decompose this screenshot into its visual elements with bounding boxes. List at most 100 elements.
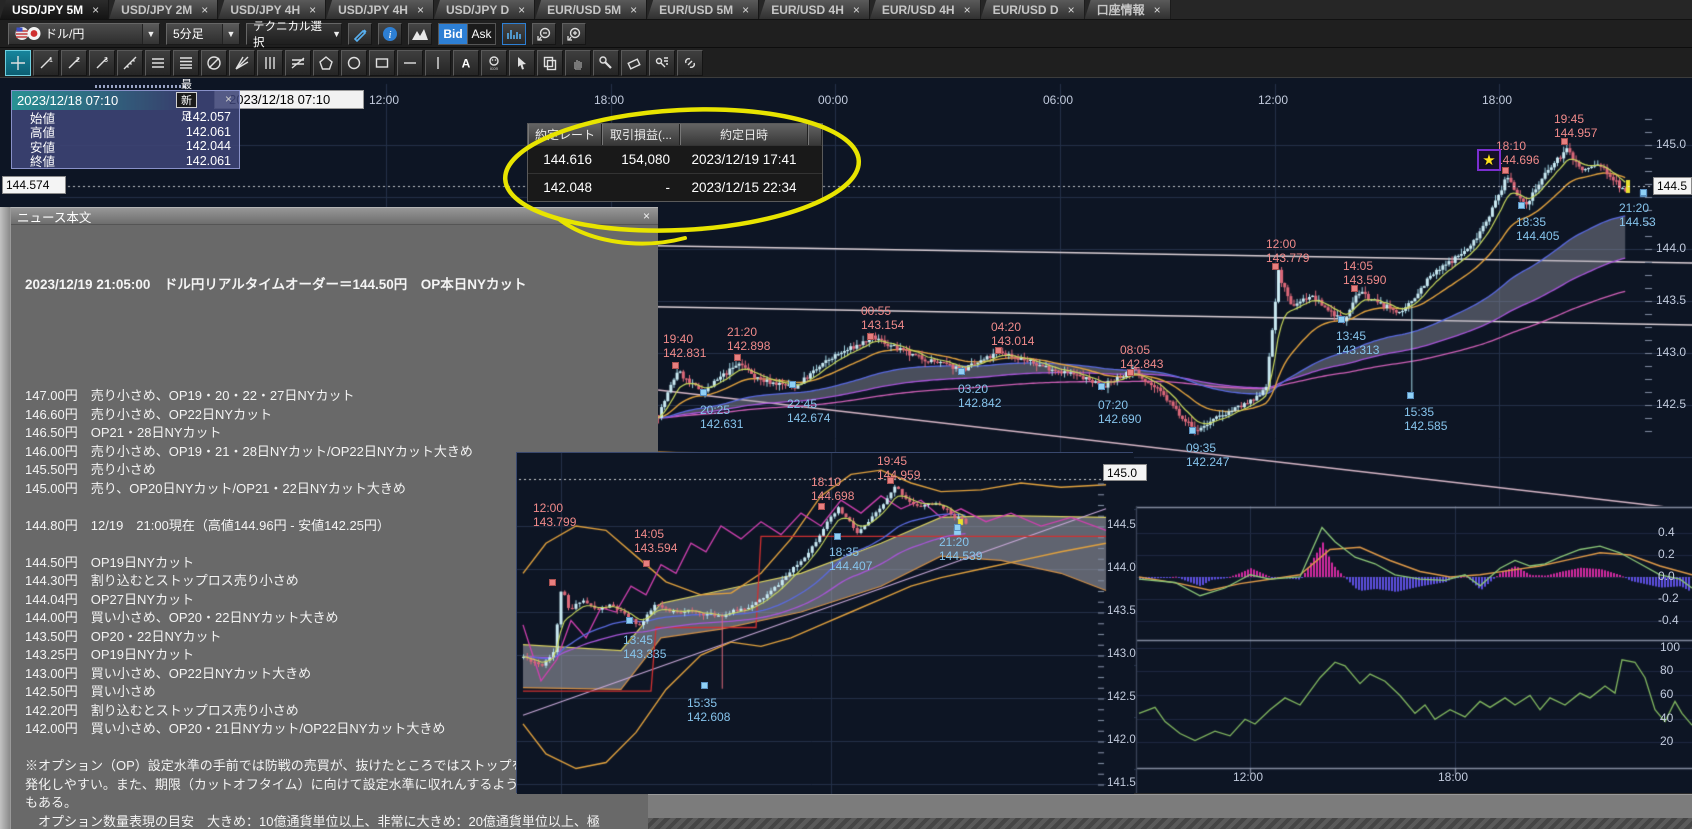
tool-eraser-button[interactable] — [621, 49, 647, 76]
tool-fan-lines-button[interactable] — [229, 49, 255, 76]
tool-wrench-button[interactable] — [593, 49, 619, 76]
tool-text-button[interactable]: A — [453, 49, 479, 76]
table-row[interactable]: 144.616 154,080 2023/12/19 17:41 — [528, 145, 822, 173]
trendline-2-icon: 2 — [66, 55, 82, 71]
marker-square — [1640, 189, 1647, 196]
technical-select-button[interactable]: テクニカル選択 ▼ — [246, 21, 342, 49]
table-header[interactable] — [808, 124, 822, 145]
marker-square — [1561, 138, 1568, 145]
tab-usd-jpy-5m[interactable]: USD/JPY 5M × — [0, 0, 110, 19]
close-icon[interactable]: × — [309, 2, 317, 17]
tool-parallel-lines-button[interactable] — [145, 49, 171, 76]
marker-square — [958, 368, 965, 375]
marker-time: 19:45 — [877, 454, 908, 468]
wrench-icon — [598, 55, 614, 71]
marker-square — [867, 333, 874, 340]
close-icon[interactable]: × — [642, 209, 650, 223]
tool-settings-button[interactable] — [649, 49, 675, 76]
table-header[interactable]: 約定レート — [528, 124, 602, 145]
zoom-in-icon — [567, 27, 581, 41]
close-icon[interactable]: × — [92, 2, 100, 17]
tool-icon-stamp-button[interactable]: icon — [481, 49, 507, 76]
timeframe-select[interactable]: 5分足 ▼ — [166, 22, 240, 45]
toolbar-main: ドル/円 ▼ 5分足 ▼ テクニカル選択 ▼ i Bid Ask — [0, 20, 1692, 49]
zoom-out-button[interactable] — [532, 22, 556, 45]
ohlc-row: 終値 142.061 — [12, 154, 239, 170]
star-icon[interactable]: ★ — [1477, 149, 1501, 171]
tool-crosshair-button[interactable] — [5, 49, 31, 76]
tool-gann-fan-button[interactable] — [201, 49, 227, 76]
tool-multi-lines-button[interactable] — [173, 49, 199, 76]
tool-ruler-button[interactable] — [117, 49, 143, 76]
tool-link-button[interactable] — [677, 49, 703, 76]
resize-grip-strip[interactable] — [648, 818, 1692, 829]
close-icon[interactable]: × — [630, 2, 638, 17]
inset-chart-canvas[interactable] — [517, 453, 1134, 794]
vertical-lines-icon — [262, 55, 278, 71]
svg-text:icon: icon — [490, 66, 499, 71]
tab-usd-jpy-4h[interactable]: USD/JPY 4H × — [218, 0, 327, 19]
tool-hand-button[interactable] — [565, 49, 591, 76]
tool-pointer-button[interactable] — [509, 49, 535, 76]
tool-fibonacci-fan-button[interactable] — [285, 49, 311, 76]
marker-price: 142.898 — [727, 339, 771, 353]
tab-label: EUR/USD D — [992, 2, 1059, 17]
latest-candle-chip[interactable]: 最新足 — [176, 79, 197, 123]
close-icon[interactable]: × — [852, 2, 860, 17]
tool-trendline-2-button[interactable]: 2 — [61, 49, 87, 76]
tool-trendline-3-button[interactable]: 3 — [89, 49, 115, 76]
marker-square — [734, 354, 741, 361]
tool-circle-button[interactable] — [341, 49, 367, 76]
tab-eur-usd-d[interactable]: EUR/USD D × — [980, 0, 1085, 19]
tab-usd-jpy-4h[interactable]: USD/JPY 4H × — [326, 0, 434, 19]
close-icon[interactable]: × — [742, 2, 750, 17]
inset-chart-window: 144.5 144.0 143.5 143.0 142.5 142.0 141.5 12:00… — [516, 452, 1147, 794]
close-icon[interactable]: × — [201, 2, 209, 17]
close-icon[interactable]: × — [1153, 2, 1161, 17]
close-icon[interactable]: × — [225, 92, 233, 106]
tool-copy-button[interactable] — [537, 49, 563, 76]
tab-usd-jpy-d[interactable]: USD/JPY D × — [433, 0, 536, 19]
tab-usd-jpy-2m[interactable]: USD/JPY 2M × — [109, 0, 219, 19]
pair-select[interactable]: ドル/円 ▼ — [8, 22, 160, 45]
price-marker: 18:35 144.405 — [1516, 215, 1559, 243]
close-icon[interactable]: × — [1067, 2, 1075, 17]
table-header[interactable]: 約定日時 — [680, 124, 808, 145]
marker-square — [1272, 263, 1279, 270]
tool-trendline-1-button[interactable]: 1 — [33, 49, 59, 76]
tool-horizontal-line-button[interactable] — [397, 49, 423, 76]
close-icon[interactable]: × — [416, 2, 424, 17]
table-row[interactable]: 142.048 - 2023/12/15 22:34 — [528, 173, 822, 201]
bid-button[interactable]: Bid — [439, 23, 467, 44]
price-marker: 03:20 142.842 — [958, 382, 1001, 410]
marker-price: 144.957 — [1554, 126, 1598, 140]
tab-eur-usd-4h[interactable]: EUR/USD 4H × — [869, 0, 981, 19]
tool-vertical-lines-button[interactable] — [257, 49, 283, 76]
tab-eur-usd-5m[interactable]: EUR/USD 5M × — [647, 0, 760, 19]
draw-pencil-button[interactable] — [348, 22, 372, 45]
price-axis-label: 143.5 — [1656, 293, 1687, 307]
ohlc-value: 142.061 — [185, 124, 231, 139]
price-marker: 08:05 142.843 — [1120, 343, 1163, 371]
ask-button[interactable]: Ask — [467, 23, 495, 44]
tab-label: USD/JPY 2M — [121, 2, 193, 17]
tab-eur-usd-4h[interactable]: EUR/USD 4H × — [759, 0, 870, 19]
tool-vertical-line-button[interactable] — [425, 49, 451, 76]
info-button[interactable]: i — [378, 22, 402, 45]
close-icon[interactable]: × — [963, 2, 971, 17]
table-header[interactable]: 取引損益(... — [602, 124, 680, 145]
marker-time: 00:55 — [861, 304, 892, 318]
close-icon[interactable]: × — [518, 2, 526, 17]
tool-rectangle-button[interactable] — [369, 49, 395, 76]
tab-eur-usd-5m[interactable]: EUR/USD 5M × — [535, 0, 648, 19]
news-title-bar: ニュース本文 × — [11, 208, 658, 225]
tab-口座情報[interactable]: 口座情報 × — [1084, 0, 1171, 19]
tool-pentagon-button[interactable] — [313, 49, 339, 76]
area-chart-button[interactable] — [408, 22, 432, 45]
zoom-in-button[interactable] — [562, 22, 586, 45]
news-line: 147.00円 売り小さめ、OP19・20・22・27日NYカット — [25, 388, 355, 403]
marker-time: 22:45 — [787, 397, 818, 411]
bar-chart-button[interactable] — [502, 22, 526, 45]
table-cell: 2023/12/19 17:41 — [691, 152, 797, 167]
ohlc-info-box[interactable]: 2023/12/18 07:10 始値 142.057 高値 142.061 安値 142… — [11, 90, 240, 169]
